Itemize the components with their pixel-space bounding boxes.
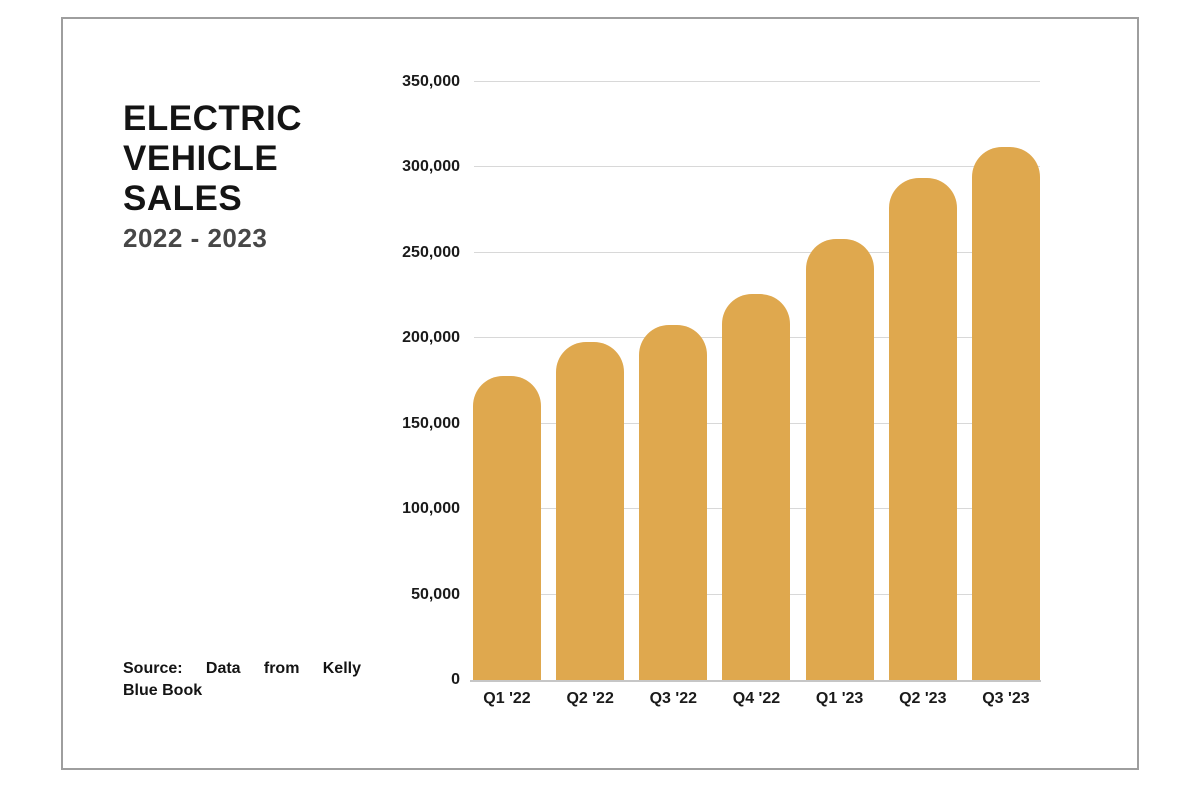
y-tick-label: 300,000 xyxy=(402,158,460,176)
title-block: ELECTRIC VEHICLE SALES 2022 - 2023 xyxy=(123,99,302,254)
bar-q4-22 xyxy=(722,293,791,680)
source-line: Source: Data from Kelly xyxy=(123,660,361,677)
gridline xyxy=(474,81,1040,82)
source-note: Source: Data from Kelly Blue Book xyxy=(123,658,361,702)
bar-q2-22 xyxy=(556,341,625,680)
x-tick-label: Q1 '22 xyxy=(483,690,531,707)
y-tick-label: 150,000 xyxy=(402,414,460,432)
chart-title-line: ELECTRIC xyxy=(123,99,302,138)
y-tick-label: 50,000 xyxy=(411,585,460,603)
chart-subtitle: 2022 - 2023 xyxy=(123,223,268,253)
x-tick-label: Q4 '22 xyxy=(732,690,781,707)
bar-group xyxy=(473,82,1040,680)
x-tick-label: Q2 '23 xyxy=(899,690,947,707)
gridline xyxy=(474,251,1040,253)
x-tick-label: Q1 '23 xyxy=(815,690,864,707)
bar-q3-23 xyxy=(971,146,1040,680)
bar-q1-23 xyxy=(805,239,874,680)
x-tick-label: Q3 '23 xyxy=(982,690,1030,707)
x-axis-baseline xyxy=(470,680,1041,682)
source-line: Blue Book xyxy=(123,682,203,699)
y-tick-label: 350,000 xyxy=(402,73,460,90)
x-tick-label: Q2 '22 xyxy=(566,690,614,707)
chart-title-line: VEHICLE xyxy=(123,139,279,178)
x-axis-labels: Q1 '22 Q2 '22 Q3 '22 Q4 '22 Q1 '23 Q2 '23 Q3 '… xyxy=(473,690,1040,708)
bar-q1-22 xyxy=(473,375,541,680)
plot-area: Q1 '22 Q2 '22 Q3 '22 Q4 '22 Q1 '23 Q2 '23 Q3 '… xyxy=(402,73,1041,707)
y-tick-label: 250,000 xyxy=(402,243,460,261)
bar-q2-23 xyxy=(888,177,957,680)
x-tick-label: Q3 '22 xyxy=(649,690,697,707)
y-tick-label: 100,000 xyxy=(402,500,460,518)
chart-title-line: SALES xyxy=(123,179,243,218)
bar-q3-22 xyxy=(639,324,708,680)
y-tick-label: 0 xyxy=(451,671,460,688)
gridline xyxy=(474,166,1040,168)
y-tick-label: 200,000 xyxy=(402,329,460,347)
